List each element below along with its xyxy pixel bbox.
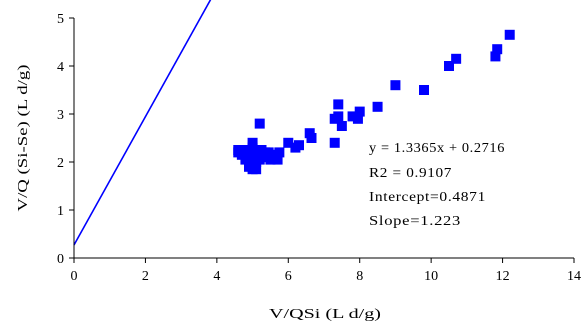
data-point <box>354 106 365 117</box>
data-point <box>251 164 262 175</box>
data-point <box>419 85 429 95</box>
data-point <box>306 133 317 143</box>
y-tick-label: 4 <box>57 60 64 75</box>
data-point <box>333 111 344 122</box>
regression-equation: y = 1.3365x + 0.2716 <box>369 141 505 156</box>
data-point <box>254 118 265 129</box>
data-point <box>504 29 515 40</box>
data-point <box>247 137 258 148</box>
data-point <box>272 154 283 165</box>
y-tick-label: 0 <box>57 252 64 267</box>
trendline <box>73 0 212 246</box>
y-tick-label: 3 <box>57 108 64 123</box>
r-squared-label: R2 = 0.9107 <box>369 166 452 181</box>
data-point <box>283 137 294 148</box>
data-point <box>333 99 344 110</box>
data-point <box>372 101 383 112</box>
x-tick-label: 8 <box>356 269 363 284</box>
x-tick-label: 2 <box>142 269 149 284</box>
data-point <box>451 53 462 64</box>
data-point <box>490 51 501 62</box>
data-point <box>329 137 340 148</box>
x-tick-label: 10 <box>424 269 438 284</box>
y-tick-label: 1 <box>57 204 64 219</box>
x-tick-label: 14 <box>567 269 581 284</box>
data-point <box>294 140 304 151</box>
y-tick-label: 2 <box>57 156 64 171</box>
x-tick-label: 6 <box>285 269 292 284</box>
data-point <box>274 147 285 158</box>
data-point <box>444 61 454 71</box>
y-tick-label: 5 <box>57 12 64 27</box>
intercept-label: Intercept=0.4871 <box>369 190 486 205</box>
x-axis-title: V/QSi (L d/g) <box>269 307 381 322</box>
data-points <box>233 29 515 175</box>
data-point <box>336 121 347 131</box>
data-point <box>352 113 363 124</box>
data-point <box>492 44 503 55</box>
x-tick-label: 4 <box>213 269 220 284</box>
data-point <box>267 149 278 160</box>
x-tick-label: 0 <box>71 269 78 284</box>
data-point <box>390 80 401 91</box>
x-tick-label: 12 <box>496 269 510 284</box>
data-point <box>347 111 358 122</box>
y-axis-title: V/Q (Si-Se) (L d/g) <box>16 64 31 211</box>
trendline-layer <box>73 0 212 246</box>
slope-label: Slope=1.223 <box>369 214 461 229</box>
regression-annotation: y = 1.3365x + 0.2716 R2 = 0.9107 Interce… <box>369 141 505 229</box>
